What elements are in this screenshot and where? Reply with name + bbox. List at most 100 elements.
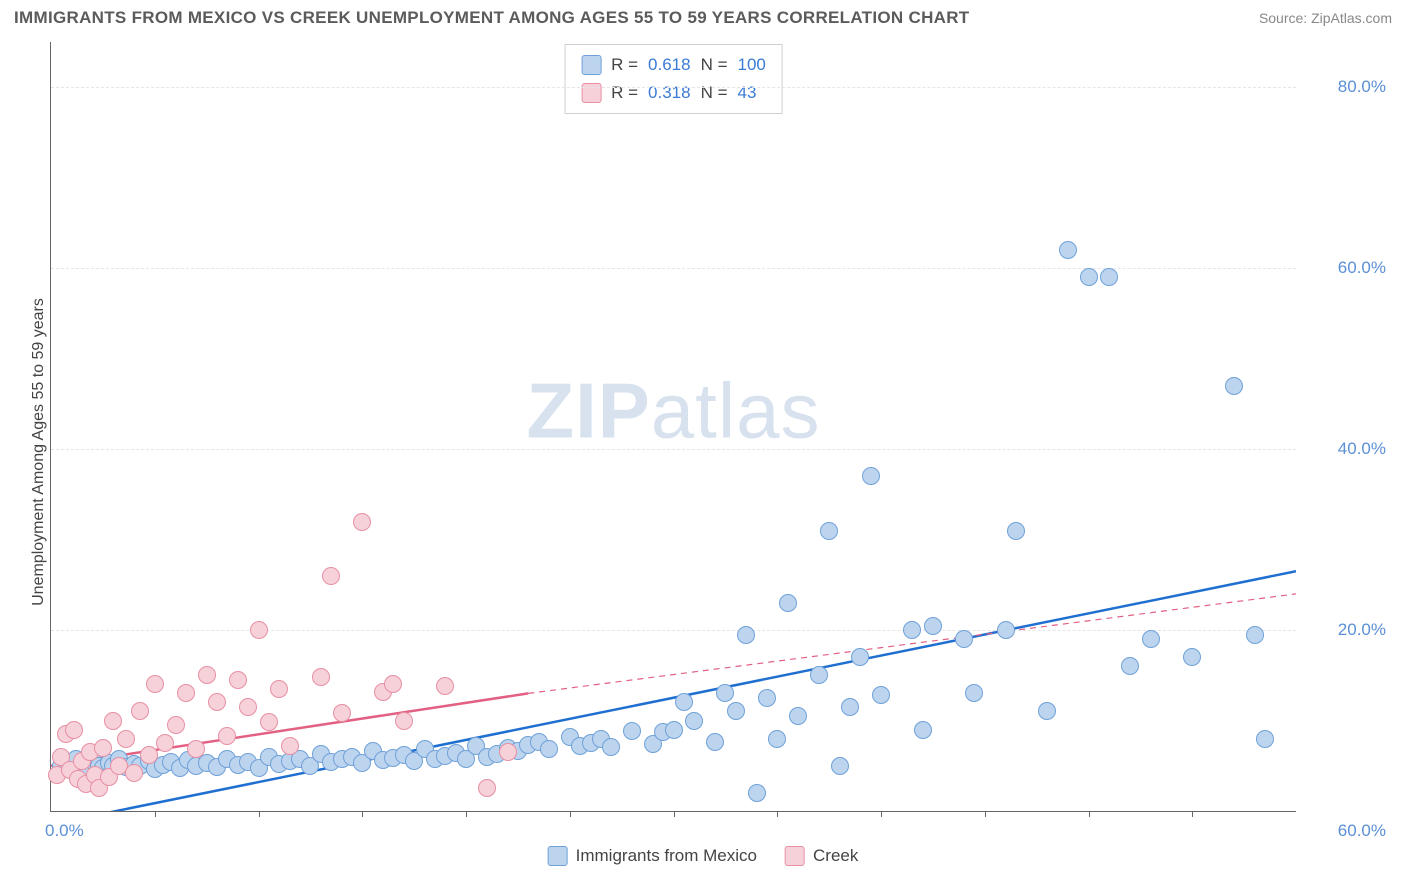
data-point-series-1 bbox=[167, 716, 185, 734]
data-point-series-0 bbox=[997, 621, 1015, 639]
legend-swatch-series-1 bbox=[785, 846, 805, 866]
data-point-series-1 bbox=[140, 746, 158, 764]
data-point-series-0 bbox=[1256, 730, 1274, 748]
data-point-series-0 bbox=[914, 721, 932, 739]
data-point-series-1 bbox=[177, 684, 195, 702]
data-point-series-0 bbox=[1183, 648, 1201, 666]
data-point-series-0 bbox=[1225, 377, 1243, 395]
data-point-series-0 bbox=[955, 630, 973, 648]
x-tick-mark bbox=[155, 811, 156, 817]
y-tick-label: 40.0% bbox=[1306, 439, 1386, 459]
plot-area: ZIPatlas R = 0.618 N = 100 R = 0.318 N =… bbox=[50, 42, 1296, 812]
corr-row-series-1: R = 0.318 N = 43 bbox=[581, 79, 766, 107]
data-point-series-1 bbox=[499, 743, 517, 761]
data-point-series-1 bbox=[156, 734, 174, 752]
legend-swatch-series-0 bbox=[548, 846, 568, 866]
correlation-legend: R = 0.618 N = 100 R = 0.318 N = 43 bbox=[564, 44, 783, 114]
data-point-series-0 bbox=[862, 467, 880, 485]
data-point-series-0 bbox=[1100, 268, 1118, 286]
data-point-series-1 bbox=[260, 713, 278, 731]
data-point-series-0 bbox=[1080, 268, 1098, 286]
data-point-series-1 bbox=[94, 739, 112, 757]
data-point-series-1 bbox=[250, 621, 268, 639]
data-point-series-1 bbox=[353, 513, 371, 531]
data-point-series-0 bbox=[665, 721, 683, 739]
data-point-series-0 bbox=[924, 617, 942, 635]
data-point-series-1 bbox=[229, 671, 247, 689]
x-tick-label-min: 0.0% bbox=[45, 821, 84, 841]
data-point-series-1 bbox=[65, 721, 83, 739]
data-point-series-0 bbox=[1142, 630, 1160, 648]
data-point-series-0 bbox=[727, 702, 745, 720]
data-point-series-0 bbox=[758, 689, 776, 707]
data-point-series-1 bbox=[208, 693, 226, 711]
data-point-series-0 bbox=[965, 684, 983, 702]
data-point-series-0 bbox=[602, 738, 620, 756]
plot-wrap: Unemployment Among Ages 55 to 59 years Z… bbox=[0, 32, 1406, 872]
x-tick-mark bbox=[570, 811, 571, 817]
data-point-series-0 bbox=[851, 648, 869, 666]
data-point-series-0 bbox=[1121, 657, 1139, 675]
data-point-series-0 bbox=[1007, 522, 1025, 540]
data-point-series-1 bbox=[187, 740, 205, 758]
gridline-h bbox=[51, 87, 1296, 88]
x-tick-mark bbox=[466, 811, 467, 817]
data-point-series-0 bbox=[716, 684, 734, 702]
trend-line bbox=[528, 594, 1296, 694]
legend-item-series-0: Immigrants from Mexico bbox=[548, 846, 757, 866]
data-point-series-0 bbox=[1246, 626, 1264, 644]
data-point-series-1 bbox=[117, 730, 135, 748]
data-point-series-0 bbox=[789, 707, 807, 725]
data-point-series-1 bbox=[270, 680, 288, 698]
data-point-series-0 bbox=[872, 686, 890, 704]
data-point-series-0 bbox=[820, 522, 838, 540]
data-point-series-1 bbox=[239, 698, 257, 716]
data-point-series-1 bbox=[218, 727, 236, 745]
gridline-h bbox=[51, 449, 1296, 450]
x-tick-mark bbox=[259, 811, 260, 817]
y-tick-label: 60.0% bbox=[1306, 258, 1386, 278]
data-point-series-0 bbox=[540, 740, 558, 758]
data-point-series-0 bbox=[779, 594, 797, 612]
y-tick-label: 80.0% bbox=[1306, 77, 1386, 97]
data-point-series-1 bbox=[478, 779, 496, 797]
data-point-series-0 bbox=[623, 722, 641, 740]
data-point-series-1 bbox=[104, 712, 122, 730]
data-point-series-0 bbox=[768, 730, 786, 748]
data-point-series-0 bbox=[685, 712, 703, 730]
swatch-series-1 bbox=[581, 83, 601, 103]
data-point-series-0 bbox=[706, 733, 724, 751]
data-point-series-0 bbox=[841, 698, 859, 716]
data-point-series-0 bbox=[748, 784, 766, 802]
legend-label-series-0: Immigrants from Mexico bbox=[576, 846, 757, 866]
watermark: ZIPatlas bbox=[526, 366, 820, 457]
legend-item-series-1: Creek bbox=[785, 846, 858, 866]
x-tick-mark bbox=[362, 811, 363, 817]
source-name: ZipAtlas.com bbox=[1311, 10, 1392, 26]
x-tick-mark bbox=[881, 811, 882, 817]
data-point-series-1 bbox=[312, 668, 330, 686]
data-point-series-1 bbox=[384, 675, 402, 693]
data-point-series-0 bbox=[903, 621, 921, 639]
data-point-series-1 bbox=[281, 737, 299, 755]
legend-label-series-1: Creek bbox=[813, 846, 858, 866]
data-point-series-1 bbox=[322, 567, 340, 585]
chart-title: IMMIGRANTS FROM MEXICO VS CREEK UNEMPLOY… bbox=[14, 8, 970, 28]
data-point-series-1 bbox=[436, 677, 454, 695]
x-tick-mark bbox=[1089, 811, 1090, 817]
x-tick-mark bbox=[777, 811, 778, 817]
title-bar: IMMIGRANTS FROM MEXICO VS CREEK UNEMPLOY… bbox=[0, 0, 1406, 32]
x-tick-label-max: 60.0% bbox=[1306, 821, 1386, 841]
data-point-series-0 bbox=[675, 693, 693, 711]
x-tick-mark bbox=[674, 811, 675, 817]
data-point-series-1 bbox=[198, 666, 216, 684]
gridline-h bbox=[51, 630, 1296, 631]
data-point-series-1 bbox=[131, 702, 149, 720]
corr-row-series-0: R = 0.618 N = 100 bbox=[581, 51, 766, 79]
x-tick-mark bbox=[1192, 811, 1193, 817]
trend-lines-svg bbox=[51, 42, 1296, 811]
data-point-series-0 bbox=[810, 666, 828, 684]
swatch-series-0 bbox=[581, 55, 601, 75]
data-point-series-1 bbox=[395, 712, 413, 730]
data-point-series-0 bbox=[737, 626, 755, 644]
